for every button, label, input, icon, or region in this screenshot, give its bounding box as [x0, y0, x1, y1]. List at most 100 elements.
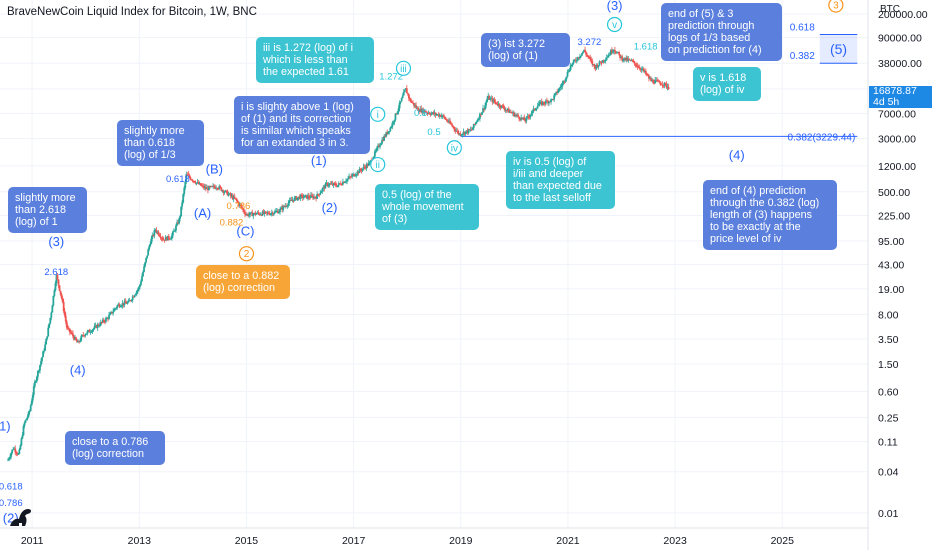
candle-body — [151, 235, 154, 239]
candle-body — [625, 57, 628, 61]
candle-body — [98, 325, 101, 327]
candle-body — [447, 121, 449, 123]
candle-body — [260, 214, 263, 216]
candle-body — [29, 405, 32, 411]
candle-body — [300, 194, 303, 196]
candle-body — [520, 117, 523, 120]
candle-body — [11, 449, 14, 454]
candle-body — [360, 170, 363, 172]
candle-body — [657, 80, 660, 82]
candle-body — [111, 311, 114, 314]
candle-body — [460, 134, 463, 136]
candle-body — [448, 120, 450, 123]
candle-body — [325, 183, 328, 185]
candle-body — [57, 279, 60, 286]
candle-body — [349, 176, 352, 178]
candle-body — [340, 184, 343, 186]
x-tick-label: 2023 — [663, 535, 687, 547]
candle-body — [365, 164, 368, 169]
candle-body — [117, 304, 120, 306]
candle-body — [135, 291, 138, 294]
candle-body — [124, 301, 127, 303]
candle-body — [177, 222, 179, 224]
candle-body — [149, 244, 152, 247]
candle-body — [506, 108, 509, 110]
candle-body — [482, 108, 484, 113]
candle-body — [630, 60, 633, 62]
candle-body — [194, 182, 197, 184]
candle-body — [583, 49, 585, 52]
candle-body — [411, 102, 413, 104]
wave-label: ii — [376, 160, 380, 171]
candle-body — [369, 160, 372, 163]
candle-body — [189, 177, 192, 180]
candle-body — [647, 74, 649, 76]
candle-body — [243, 209, 245, 213]
candle-body — [220, 187, 223, 191]
candle-body — [237, 202, 240, 206]
candle-body — [37, 371, 39, 377]
callout-0786: close to a 0.786 (log) correction — [65, 431, 165, 465]
candle-body — [598, 61, 601, 66]
candle-body — [267, 212, 270, 214]
candle-body — [255, 213, 258, 215]
fib-label: 0.882 — [220, 218, 244, 229]
candle-body — [114, 308, 117, 310]
fib-label: 0.786 — [0, 498, 23, 509]
candle-body — [190, 179, 193, 181]
fib-label: 1.272 — [379, 71, 403, 82]
wave-circle — [370, 106, 386, 122]
candle-body — [92, 328, 95, 330]
candle-body — [164, 237, 167, 241]
candle-body — [382, 139, 384, 141]
candle-body — [430, 113, 433, 115]
candle-body — [559, 87, 562, 89]
candle-body — [72, 333, 74, 337]
wave-circle — [238, 246, 255, 262]
candle-body — [442, 115, 445, 117]
candle-body — [212, 185, 214, 187]
candle-body — [335, 185, 338, 187]
candle-body — [464, 131, 467, 135]
candles — [7, 46, 670, 462]
candle-body — [504, 109, 507, 111]
candle-body — [290, 200, 293, 202]
projection-box-lower-label: 0.382 — [790, 51, 815, 62]
candle-body — [296, 197, 299, 200]
x-tick-label: 2015 — [235, 535, 259, 547]
candle-body — [160, 237, 163, 239]
candle-body — [368, 162, 371, 164]
candle-body — [416, 107, 419, 109]
candle-body — [417, 107, 420, 112]
candle-body — [367, 163, 370, 166]
candle-body — [77, 341, 80, 343]
candle-body — [399, 101, 402, 103]
candle-body — [96, 324, 99, 328]
candle-body — [23, 422, 26, 426]
candle-body — [610, 50, 613, 53]
candle-body — [446, 119, 448, 122]
tradingview-dino-icon[interactable] — [8, 506, 34, 528]
candle-body — [122, 303, 125, 306]
candle-body — [533, 108, 536, 111]
candle-body — [78, 341, 81, 343]
candle-body — [56, 275, 59, 280]
candle-body — [28, 410, 31, 412]
candle-body — [84, 334, 87, 336]
wave-label: (4) — [70, 363, 86, 378]
candle-body — [65, 321, 68, 328]
candle-body — [129, 300, 132, 302]
candle-body — [419, 108, 422, 112]
candle-body — [652, 80, 654, 83]
candle-body — [542, 101, 545, 104]
candle-body — [51, 305, 54, 313]
candle-body — [490, 98, 493, 100]
candle-body — [268, 213, 271, 215]
candle-body — [229, 193, 232, 196]
candle-body — [593, 64, 596, 67]
candle-body — [557, 90, 560, 93]
candle-body — [351, 175, 354, 177]
candle-body — [64, 315, 67, 322]
